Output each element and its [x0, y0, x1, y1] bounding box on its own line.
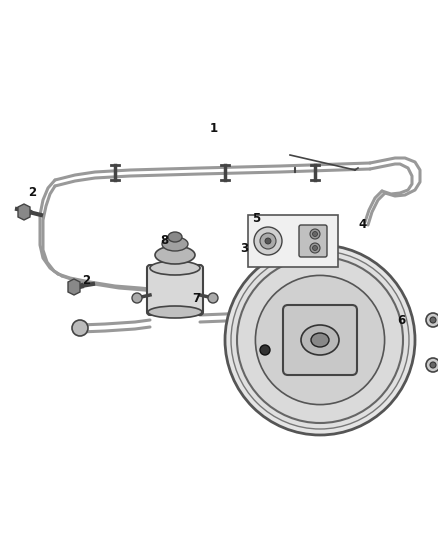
Circle shape: [132, 293, 142, 303]
Circle shape: [255, 276, 385, 405]
Circle shape: [310, 243, 320, 253]
FancyBboxPatch shape: [283, 305, 357, 375]
Circle shape: [260, 345, 270, 355]
Text: 4: 4: [358, 219, 366, 231]
Ellipse shape: [162, 237, 188, 251]
Circle shape: [208, 293, 218, 303]
Circle shape: [265, 238, 271, 244]
Circle shape: [237, 257, 403, 423]
Ellipse shape: [301, 325, 339, 355]
Text: 6: 6: [397, 313, 405, 327]
Text: 5: 5: [252, 212, 260, 224]
FancyBboxPatch shape: [147, 265, 203, 315]
Polygon shape: [68, 279, 80, 295]
Circle shape: [426, 313, 438, 327]
Circle shape: [312, 246, 318, 251]
Text: 2: 2: [82, 273, 90, 287]
Circle shape: [260, 233, 276, 249]
Text: 1: 1: [210, 122, 218, 134]
Ellipse shape: [150, 261, 200, 275]
Circle shape: [312, 231, 318, 237]
Ellipse shape: [168, 232, 182, 242]
Circle shape: [254, 227, 282, 255]
FancyBboxPatch shape: [248, 215, 338, 267]
Ellipse shape: [155, 246, 195, 264]
Circle shape: [231, 251, 409, 429]
Text: 7: 7: [192, 292, 200, 304]
Circle shape: [430, 317, 436, 323]
Text: 2: 2: [28, 187, 36, 199]
Polygon shape: [18, 204, 30, 220]
Circle shape: [310, 229, 320, 239]
Text: 3: 3: [240, 241, 248, 254]
Ellipse shape: [311, 333, 329, 347]
Circle shape: [430, 362, 436, 368]
Ellipse shape: [148, 306, 202, 318]
FancyBboxPatch shape: [299, 225, 327, 257]
Circle shape: [225, 245, 415, 435]
Circle shape: [72, 320, 88, 336]
Text: 8: 8: [160, 233, 168, 246]
Circle shape: [426, 358, 438, 372]
